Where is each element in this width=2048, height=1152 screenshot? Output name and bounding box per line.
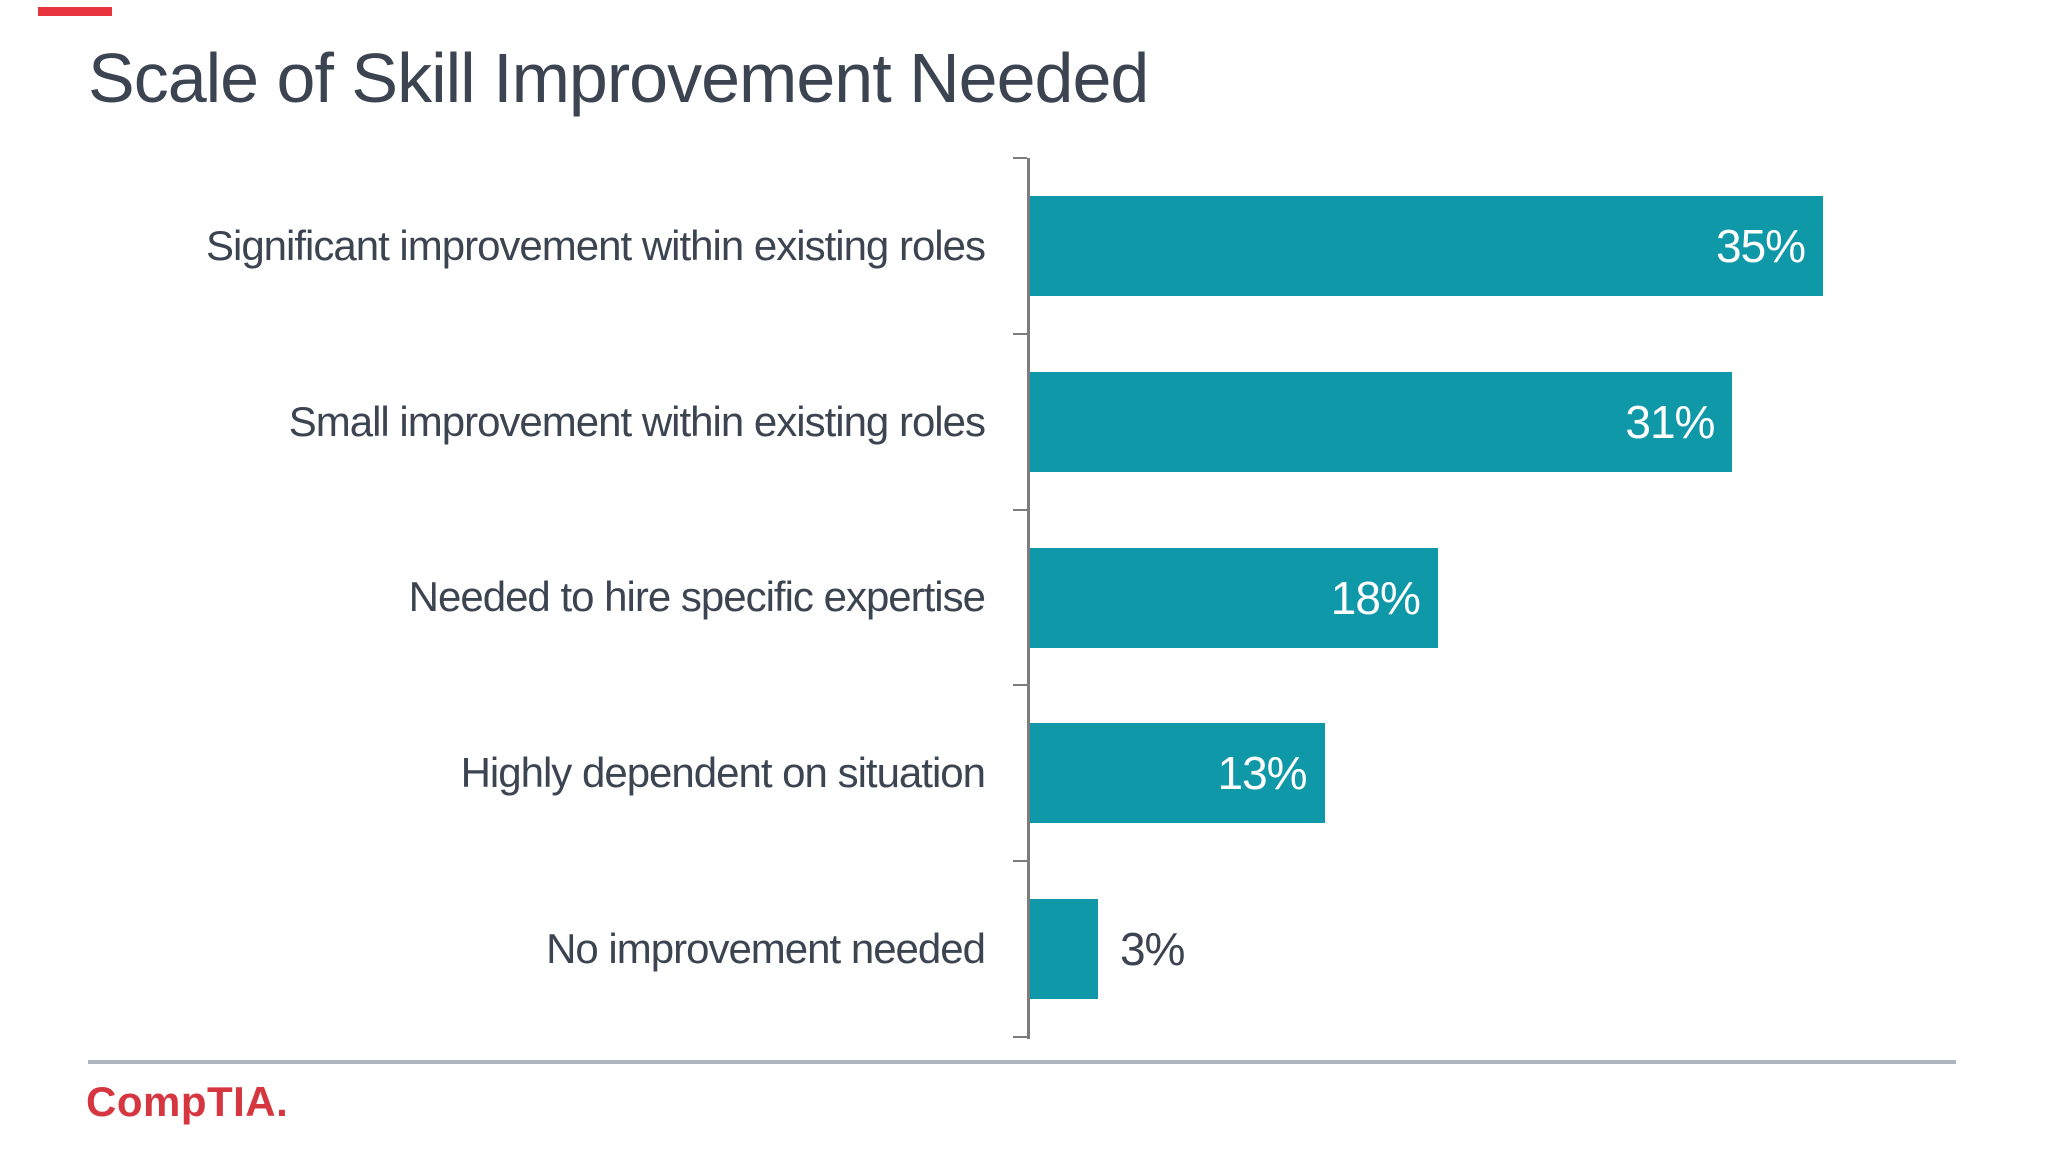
axis-tick	[1013, 684, 1027, 687]
bar: 35%	[1030, 196, 1824, 296]
bar: 31%	[1030, 371, 1733, 472]
chart-row: Highly dependent on situation 13%	[0, 685, 2048, 861]
bar: 13%	[1030, 723, 1325, 824]
axis-tick	[1013, 332, 1027, 335]
bar: 3%	[1030, 899, 1185, 1000]
category-label: Highly dependent on situation	[460, 749, 986, 797]
chart-row: Needed to hire specific expertise 18%	[0, 510, 2048, 686]
value-label: 3%	[1119, 923, 1185, 976]
category-label: Needed to hire specific expertise	[408, 573, 986, 621]
comptia-logo: CompTIA.	[86, 1078, 289, 1125]
value-label: 13%	[1217, 747, 1308, 800]
y-axis-line	[1027, 158, 1030, 1039]
footer-divider	[88, 1060, 1956, 1064]
value-label: 18%	[1330, 571, 1421, 624]
chart-row: Significant improvement within existing …	[0, 158, 2048, 334]
axis-tick	[1013, 860, 1027, 863]
category-label: Small improvement within existing roles	[288, 397, 986, 445]
axis-tick	[1013, 508, 1027, 511]
category-label: No improvement needed	[546, 925, 986, 973]
page-title: Scale of Skill Improvement Needed	[88, 39, 1149, 117]
axis-tick	[1013, 1036, 1027, 1038]
chart-row: Small improvement within existing roles …	[0, 334, 2048, 510]
value-label: 31%	[1625, 395, 1715, 448]
top-left-red-dash	[38, 7, 112, 16]
chart-row: No improvement needed 3%	[0, 861, 2048, 1037]
value-label: 35%	[1716, 220, 1806, 272]
category-label: Significant improvement within existing …	[205, 221, 986, 269]
bar: 18%	[1030, 547, 1438, 648]
bar-chart: Significant improvement within existing …	[0, 157, 2048, 1039]
axis-tick	[1013, 157, 1027, 159]
